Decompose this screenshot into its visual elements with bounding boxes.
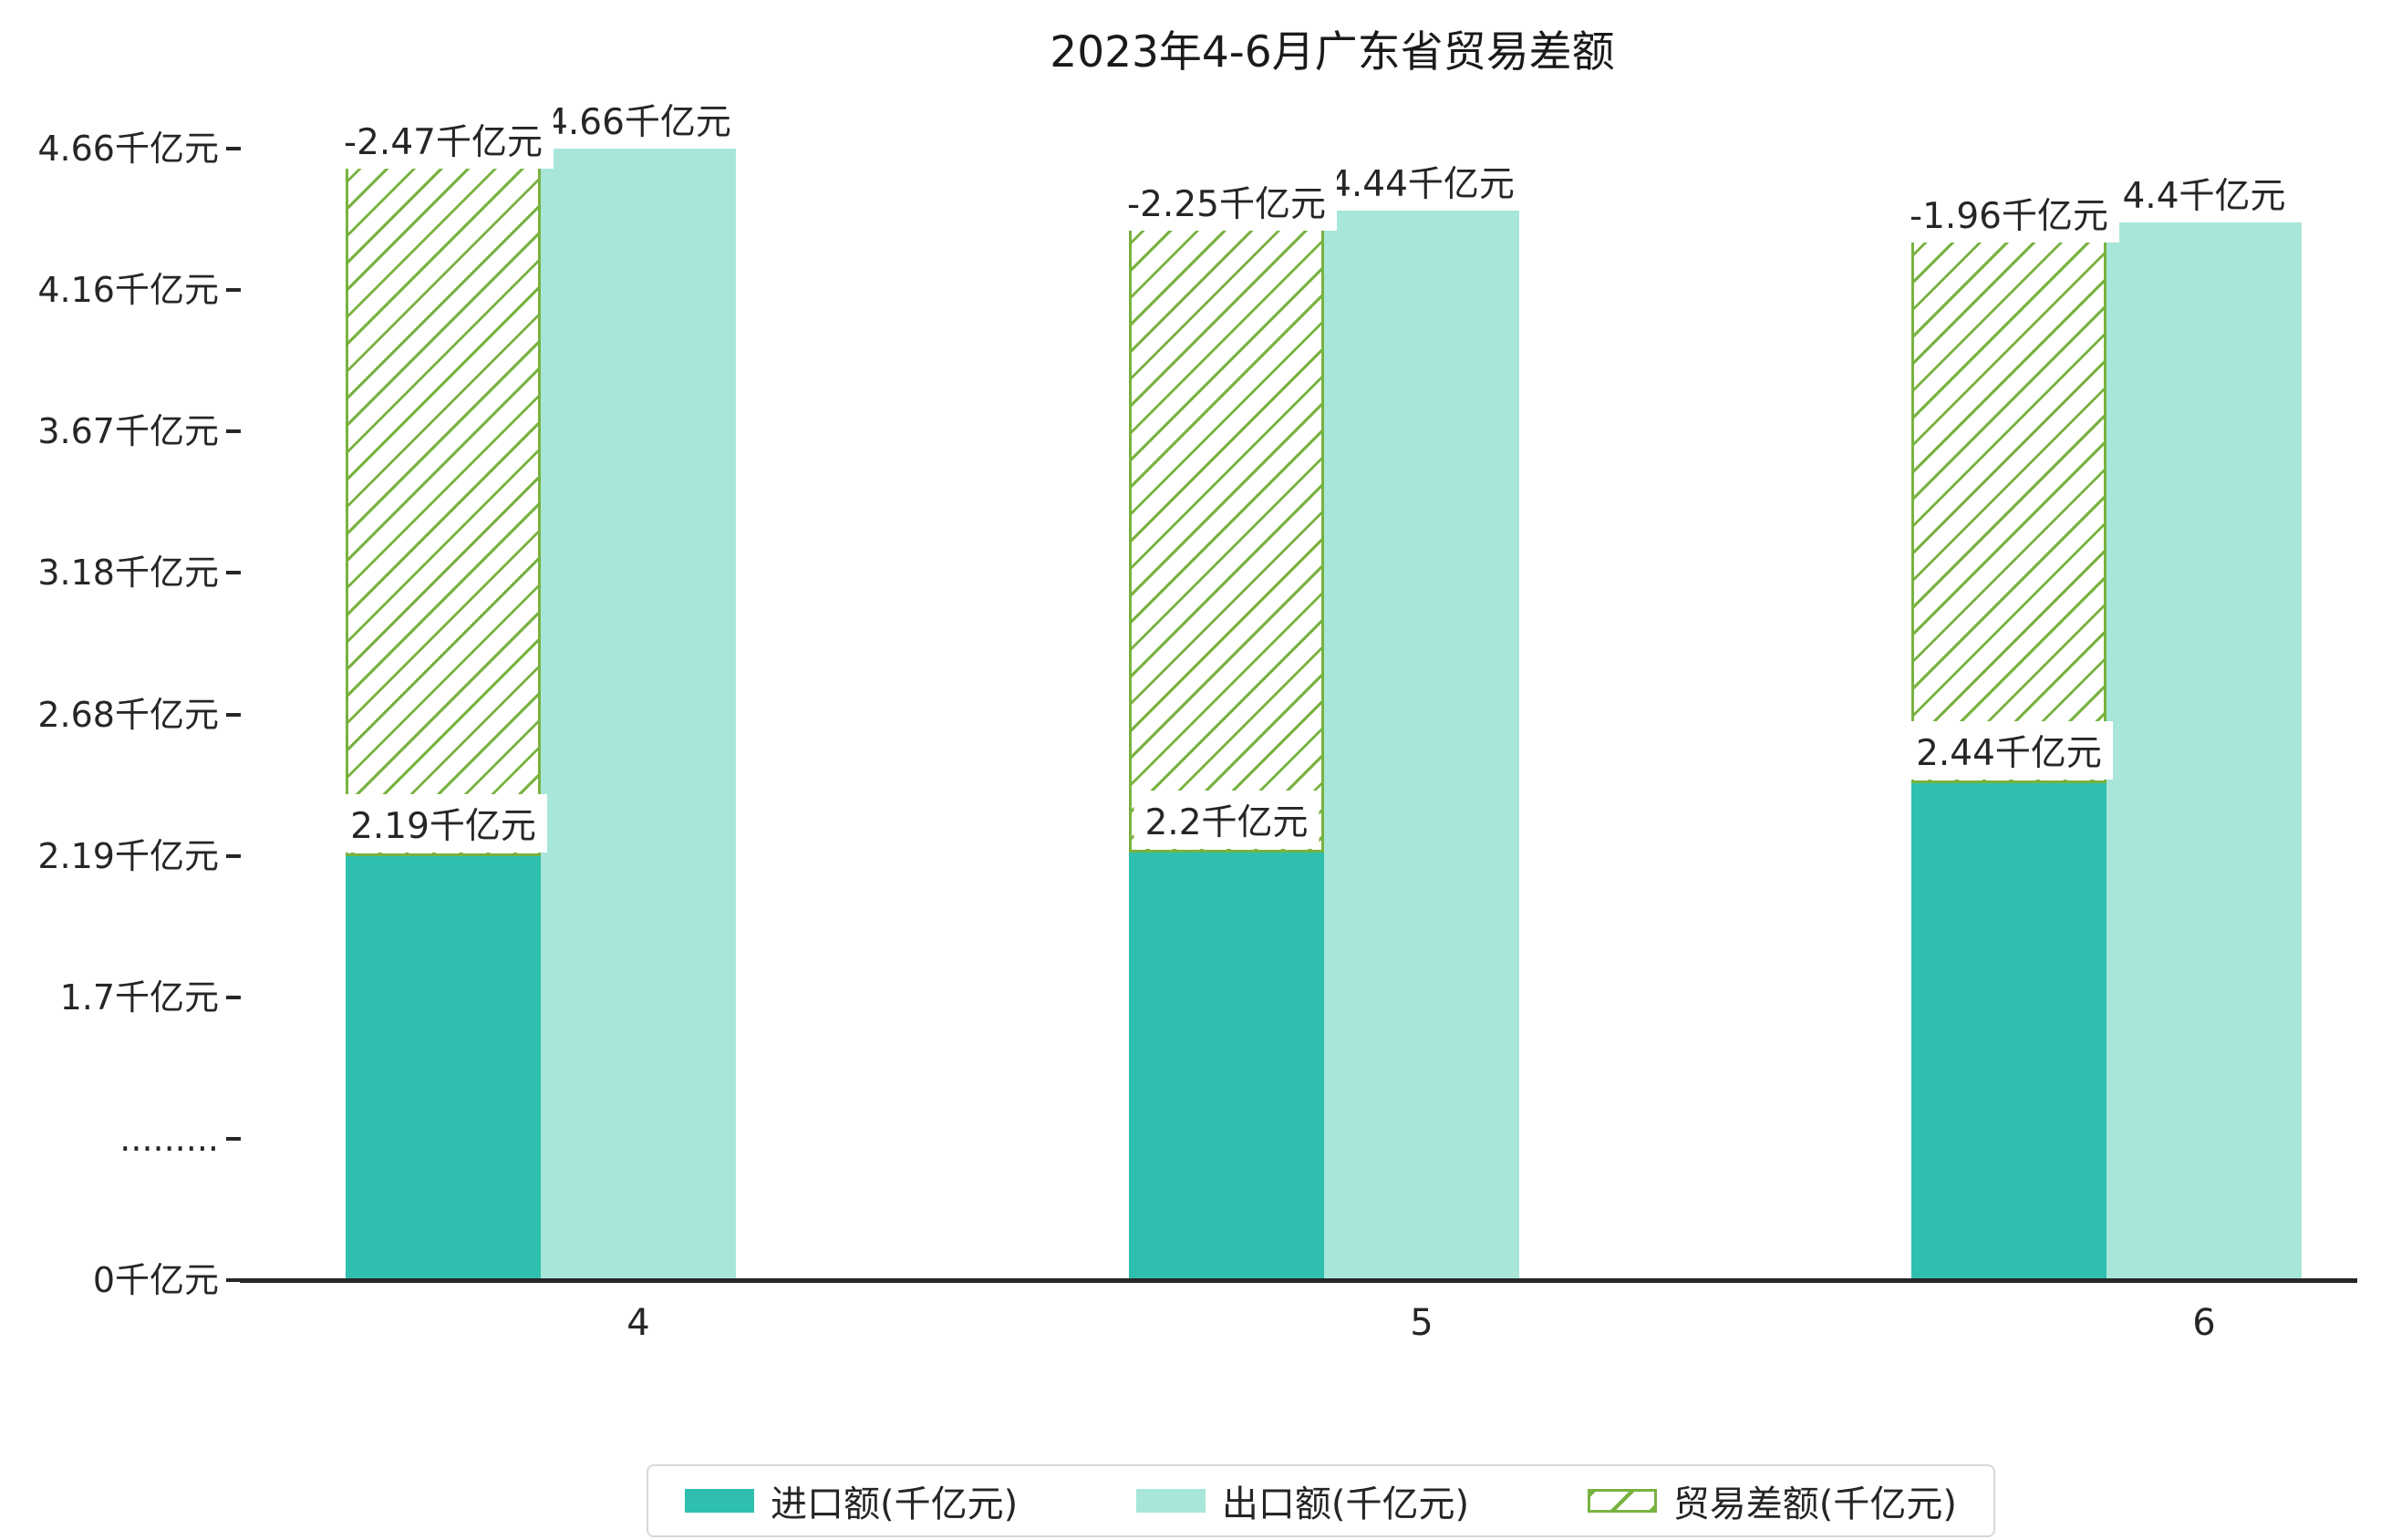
y-axis-tick-label: 3.67千亿元 [37, 411, 219, 452]
legend-label-balance: 贸易差额(千亿元) [1672, 1483, 1957, 1525]
legend-swatch-import [685, 1489, 754, 1513]
label-trade-balance-month-6: -1.96千亿元 [1899, 183, 2119, 243]
bar-export-month-5 [1324, 211, 1519, 1280]
bar-export-month-6 [2106, 222, 2302, 1280]
y-axis-tick-mark [226, 995, 241, 999]
label-import-month-4: 2.19千亿元 [339, 793, 547, 853]
legend-item-balance: 贸易差额(千亿元) [1587, 1474, 1957, 1527]
x-axis-tick-label-4: 4 [626, 1302, 650, 1344]
bar-trade-balance-month-6 [1911, 222, 2106, 784]
bar-trade-balance-month-5 [1129, 211, 1324, 853]
legend: 进口额(千亿元) 出口额(千亿元) 贸易差额(千亿元) [647, 1464, 1995, 1537]
bar-import-month-6 [1911, 783, 2106, 1280]
y-axis-tick-mark [226, 1278, 241, 1282]
y-axis-tick-label: 4.66千亿元 [37, 129, 219, 169]
x-axis-line [240, 1278, 2357, 1283]
y-axis-tick-label: ......... [119, 1118, 219, 1159]
legend-swatch-export [1135, 1489, 1206, 1513]
bar-trade-balance-month-4 [346, 149, 541, 856]
legend-swatch-balance [1587, 1489, 1657, 1513]
legend-label-export: 出口额(千亿元) [1221, 1483, 1470, 1525]
y-axis-tick-label: 4.16千亿元 [37, 270, 219, 311]
y-axis-tick-mark [226, 288, 241, 293]
bar-import-month-4 [346, 855, 541, 1280]
y-axis-tick-label: 3.18千亿元 [37, 553, 219, 594]
label-import-month-6: 2.44千亿元 [1905, 721, 2113, 780]
label-import-month-5: 2.2千亿元 [1133, 791, 1320, 850]
x-axis-tick-label-6: 6 [2192, 1302, 2216, 1344]
y-axis-tick-mark [226, 147, 241, 150]
label-trade-balance-month-4: -2.47千亿元 [333, 110, 554, 169]
legend-item-import: 进口额(千亿元) [685, 1474, 1018, 1527]
bar-import-month-5 [1129, 853, 1324, 1280]
label-export-month-5: 4.44千亿元 [1318, 152, 1526, 212]
y-axis-tick-label: 1.7千亿元 [59, 977, 219, 1018]
label-trade-balance-month-5: -2.25千亿元 [1116, 172, 1337, 232]
y-axis-tick-label: 2.19千亿元 [37, 835, 219, 876]
y-axis-tick-mark [226, 571, 241, 575]
bar-export-month-4 [541, 149, 736, 1280]
x-axis-tick-label-5: 5 [1410, 1302, 1434, 1344]
y-axis-tick-mark [226, 1136, 241, 1141]
legend-label-import: 进口额(千亿元) [771, 1483, 1019, 1525]
chart-title: 2023年4-6月广东省贸易差额 [1050, 27, 1615, 78]
y-axis-tick-label: 2.68千亿元 [37, 694, 219, 735]
label-export-month-4: 4.66千亿元 [534, 90, 742, 149]
legend-item-export: 出口额(千亿元) [1135, 1474, 1470, 1527]
label-export-month-6: 4.4千亿元 [2111, 163, 2297, 222]
y-axis-tick-label: 0千亿元 [92, 1260, 219, 1300]
y-axis-tick-mark [226, 429, 241, 434]
y-axis-tick-mark [226, 853, 241, 858]
y-axis-tick-mark [226, 712, 241, 717]
